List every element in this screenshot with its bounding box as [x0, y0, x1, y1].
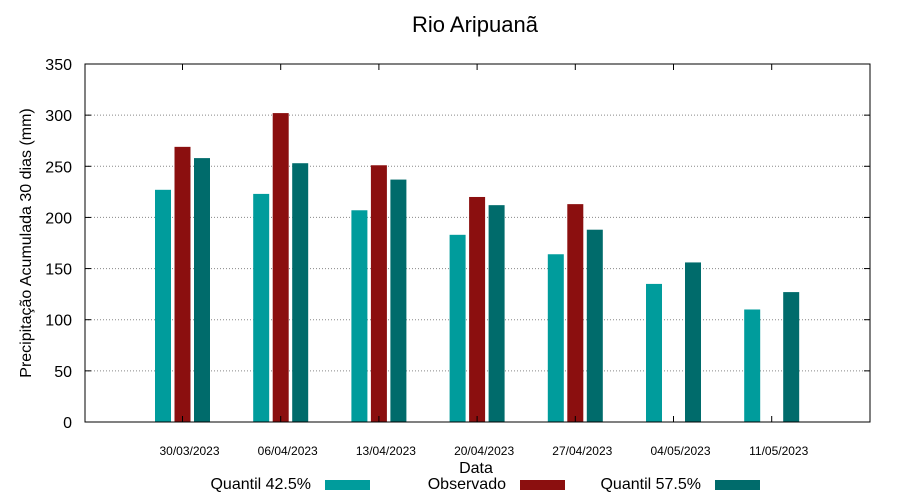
chart-title: Rio Aripuanã — [412, 12, 539, 37]
x-axis-label: Data — [459, 460, 493, 477]
x-axis-ticks: 30/03/2023 06/04/2023 13/04/2023 20/04/2023… — [159, 64, 809, 458]
legend-label: Quantil 57.5% — [600, 476, 701, 493]
bar-quantil-57-5--20-04-2023 — [488, 205, 505, 422]
legend-swatch — [325, 480, 370, 490]
bar-observado-27-04-2023 — [567, 204, 584, 422]
legend-label: Observado — [428, 476, 506, 493]
y-axis-label: Precipitação Acumulada 30 dias (mm) — [18, 108, 35, 377]
bar-quantil-42-5--11-05-2023 — [744, 309, 761, 422]
bar-quantil-57-5--30-03-2023 — [194, 158, 210, 423]
bars — [155, 113, 800, 423]
y-tick-label: 100 — [45, 313, 72, 330]
bar-quantil-42-5--04-05-2023 — [646, 283, 662, 422]
legend-label: Quantil 42.5% — [210, 476, 311, 493]
bar-quantil-42-5--20-04-2023 — [449, 234, 466, 422]
y-tick-label: 350 — [45, 57, 72, 74]
bar-quantil-42-5--27-04-2023 — [547, 254, 564, 422]
bar-quantil-57-5--04-05-2023 — [685, 262, 701, 422]
x-tick-label: 30/03/2023 — [159, 444, 219, 458]
legend: Quantil 42.5% Observado Quantil 57.5% — [210, 476, 760, 493]
legend-swatch — [520, 480, 565, 490]
bar-observado-06-04-2023 — [272, 113, 289, 423]
y-axis-ticks: 0 50 100 150 200 250 300 350 — [45, 57, 870, 432]
y-tick-label: 300 — [45, 108, 72, 125]
y-tick-label: 250 — [45, 159, 72, 176]
bar-quantil-57-5--06-04-2023 — [292, 163, 309, 422]
x-tick-label: 20/04/2023 — [454, 444, 514, 458]
y-tick-label: 0 — [63, 415, 72, 432]
x-tick-label: 06/04/2023 — [258, 444, 318, 458]
bar-quantil-57-5--13-04-2023 — [390, 179, 407, 422]
bar-quantil-57-5--11-05-2023 — [783, 292, 800, 422]
bar-quantil-57-5--27-04-2023 — [586, 229, 603, 422]
bar-quantil-42-5--30-03-2023 — [155, 189, 171, 422]
x-tick-label: 27/04/2023 — [552, 444, 612, 458]
x-tick-label: 13/04/2023 — [356, 444, 416, 458]
grid-lines — [85, 114, 870, 372]
legend-swatch — [715, 480, 760, 490]
bar-quantil-42-5--13-04-2023 — [351, 210, 368, 422]
bar-observado-13-04-2023 — [370, 165, 387, 422]
x-tick-label: 11/05/2023 — [749, 444, 808, 458]
y-tick-label: 50 — [54, 364, 72, 381]
bar-observado-20-04-2023 — [469, 196, 486, 422]
x-tick-label: 04/05/2023 — [650, 444, 710, 458]
bar-quantil-42-5--06-04-2023 — [253, 193, 270, 422]
y-tick-label: 200 — [45, 210, 72, 227]
y-tick-label: 150 — [45, 262, 72, 279]
bar-observado-30-03-2023 — [174, 146, 191, 422]
